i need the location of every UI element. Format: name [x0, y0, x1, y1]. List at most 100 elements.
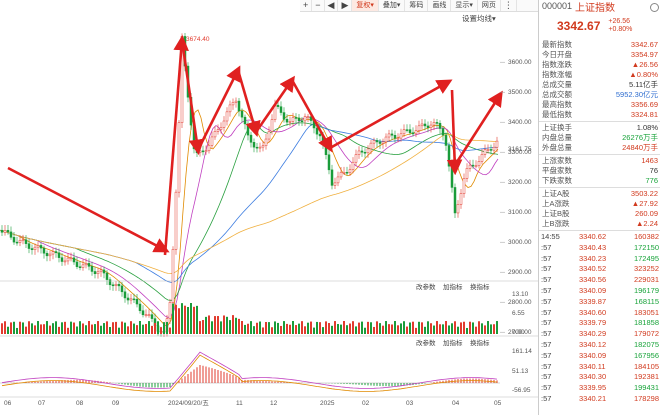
web-button[interactable]: 网页 [478, 0, 501, 11]
macd-tick-high: 161.14 [512, 348, 532, 355]
candle-body [291, 117, 295, 122]
macd-switch-indicator-button[interactable]: 换指标 [470, 338, 490, 347]
volume-bar [253, 326, 255, 334]
index-name: 上证指数 [575, 2, 616, 14]
vol-modify-params-button[interactable]: 改参数 [416, 282, 436, 291]
candle-body [6, 230, 10, 233]
candle-body [147, 314, 151, 316]
stat-label: 上涨家数 [542, 156, 572, 165]
macd-add-indicator-button[interactable]: 加指标 [443, 338, 463, 347]
candle-body [243, 116, 247, 125]
candle-body [339, 172, 343, 178]
zoom-in-button[interactable]: + [300, 0, 313, 11]
change-percent: +0.80% [608, 26, 633, 33]
volume-bar [415, 327, 417, 334]
vol-switch-indicator-button[interactable]: 换指标 [470, 282, 490, 291]
candle-body [456, 204, 460, 214]
scroll-right-button[interactable]: ▶ [338, 0, 353, 11]
volume-bar [382, 325, 384, 334]
volume-bar [442, 324, 444, 334]
candle-body [12, 237, 16, 243]
candle-body [45, 252, 49, 257]
candle-body [24, 239, 28, 244]
candle-body [120, 285, 124, 293]
candle-body [0, 229, 4, 233]
candle-body [168, 302, 172, 319]
candle-body [345, 172, 349, 174]
volume-bar [304, 326, 306, 334]
stat-value: 776 [645, 176, 658, 185]
candle-body [468, 164, 472, 169]
volume-bar [13, 321, 15, 334]
candle-body [435, 122, 439, 124]
candle-body [126, 297, 130, 301]
volume-bar [58, 326, 60, 334]
tick-row: :57 3340.09 167956 [539, 351, 660, 362]
scroll-left-button[interactable]: ◀ [325, 0, 339, 11]
candle-body [66, 257, 70, 262]
volume-bar [103, 323, 105, 334]
candle-body [366, 148, 370, 154]
vol-add-indicator-button[interactable]: 加指标 [443, 282, 463, 291]
volume-bar [220, 321, 222, 334]
tick-time: :57 [541, 285, 552, 295]
sub-index-list: 上证A股 3503.22 上A涨跌 ▲27.92 上证B股 260.09 上B涨跌 ▲2.24 [539, 189, 660, 229]
volume-bar [70, 321, 72, 334]
candle-body [135, 298, 139, 305]
candle-body [315, 127, 319, 135]
stat-value: 1463 [641, 156, 658, 165]
volume-bar [406, 326, 408, 334]
volume-bar [100, 325, 102, 334]
adjust-price-dropdown[interactable]: 复权▾ [352, 0, 379, 11]
tick-vol: 229031 [633, 275, 659, 285]
more-menu-icon[interactable]: ⋮ [501, 0, 517, 11]
stat-label: 上证A股 [542, 189, 570, 198]
candle-body [240, 110, 244, 118]
candle-body [363, 151, 367, 154]
candle-body [387, 133, 391, 138]
change-value: +26.56 [608, 18, 630, 25]
candle-body [405, 129, 409, 131]
stat-label: 总成交量 [542, 80, 572, 89]
trend-arrow [453, 90, 503, 166]
kline-chart[interactable]: 3600.00 3500.00 3400.00 3300.00 3200.00 3100.… [0, 12, 538, 415]
candle-body [450, 165, 454, 188]
overlay-dropdown[interactable]: 叠加▾ [379, 0, 406, 11]
tick-time: :57 [541, 372, 552, 382]
volume-bar [73, 322, 75, 334]
candle-body [294, 117, 298, 119]
volume-bar [403, 321, 405, 334]
vol-tick-low: 0.00 [512, 329, 525, 336]
candle-body [78, 266, 82, 268]
volume-bar [10, 322, 12, 334]
divider [539, 187, 660, 188]
candle-body [129, 298, 133, 301]
tick-row: :57 3340.12 182075 [539, 340, 660, 351]
macd-modify-params-button[interactable]: 改参数 [416, 338, 436, 347]
volume-bar [127, 326, 129, 334]
zoom-out-button[interactable]: − [312, 0, 325, 11]
volume-bar [493, 324, 495, 334]
candle-body [48, 253, 52, 257]
candle-body [462, 178, 466, 194]
display-dropdown[interactable]: 显示▾ [451, 0, 478, 11]
candle-body [69, 257, 73, 260]
settings-icon[interactable] [650, 3, 659, 12]
chips-button[interactable]: 筹码 [405, 0, 429, 11]
candle-body [465, 168, 469, 179]
tick-row: :57 3340.30 192381 [539, 372, 660, 383]
volume-bar [121, 321, 123, 334]
candle-body [237, 100, 241, 112]
stat-label: 最高指数 [542, 100, 572, 109]
tick-list[interactable]: 14:55 3340.62 160382:57 3340.43 172150:57 334… [539, 232, 660, 405]
ma-settings-button[interactable]: 设置均线▾ [462, 13, 496, 23]
volume-bar [205, 316, 207, 334]
tick-time: :57 [541, 296, 552, 306]
candle-body [72, 257, 76, 263]
stat-row: 上A涨跌 ▲27.92 [539, 199, 660, 209]
stat-row: 上证A股 3503.22 [539, 189, 660, 199]
draw-line-button[interactable]: 画线 [428, 0, 452, 11]
volume-bar [430, 323, 432, 334]
volume-bar [4, 321, 6, 334]
stat-row: 最高指数 3356.69 [539, 100, 660, 110]
